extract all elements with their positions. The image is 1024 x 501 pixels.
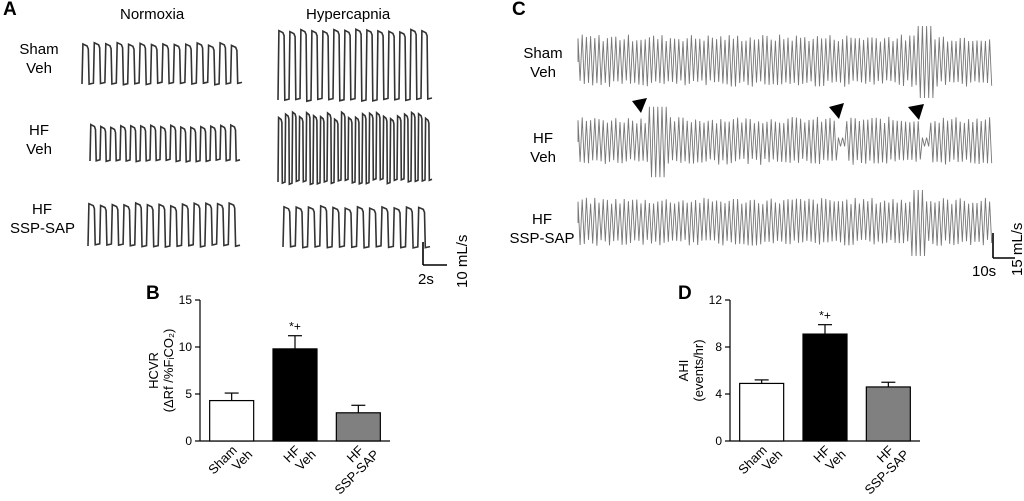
scale-time-c: 10s: [972, 263, 996, 280]
trace-a-ssp-normoxia: [87, 201, 241, 248]
row-label-line1: HF: [532, 211, 552, 228]
bar: [335, 412, 381, 442]
trace-a-sham-hypercapnia: [277, 28, 433, 103]
bar: [209, 399, 255, 442]
panel-letter-c: C: [512, 0, 526, 20]
apnea-arrowhead-2: [829, 103, 844, 119]
y-axis-label: HCVR: [146, 352, 161, 389]
y-tick-label: 12: [709, 293, 723, 307]
row-label-c-hf-veh: HF Veh: [522, 129, 564, 167]
row-label-a-hf-veh: HF Veh: [18, 121, 60, 159]
row-label-a-sham-veh: Sham Veh: [18, 40, 60, 78]
trace-a-hf-normoxia: [89, 123, 241, 163]
panel-letter-b: B: [146, 283, 160, 304]
y-tick-label: 15: [179, 293, 193, 307]
trace-a-sham-normoxia: [81, 41, 243, 86]
row-label-line2: SSP-SAP: [10, 220, 76, 237]
row-label-line2: Veh: [530, 149, 556, 166]
y-axis-label-units: (ΔRf /%FᵢCO₂): [161, 329, 176, 413]
y-axis-label: AHI: [676, 360, 691, 382]
scale-bar-c: 10s 15 mL/s: [972, 223, 1024, 280]
trace-c-ssp: [577, 189, 993, 257]
y-axis-label-units: (events/hr): [691, 339, 706, 401]
significance-marker: *+: [819, 309, 831, 323]
y-tick-label: 10: [179, 340, 193, 354]
significance-marker: *+: [289, 320, 301, 334]
apnea-arrowhead-1: [632, 98, 647, 113]
condition-label-normoxia: Normoxia: [120, 6, 185, 23]
row-label-c-hf-ssp-sap: HF SSP-SAP: [508, 210, 576, 248]
apnea-arrowhead-3: [908, 104, 924, 120]
traces: [81, 25, 993, 257]
trace-a-ssp-hypercapnia: [282, 204, 431, 249]
bar: [739, 382, 785, 442]
trace-c-sham: [577, 25, 993, 99]
row-label-line1: HF: [29, 122, 49, 139]
y-tick-label: 8: [715, 340, 722, 354]
row-label-line1: HF: [533, 130, 553, 147]
y-tick-label: 5: [185, 387, 192, 401]
trace-a-hf-hypercapnia: [277, 110, 433, 186]
row-label-c-sham-veh: Sham Veh: [518, 44, 568, 82]
row-label-line2: Veh: [26, 141, 52, 158]
condition-label-hypercapnia: Hypercapnia: [306, 6, 391, 23]
row-label-line1: Sham: [523, 45, 563, 62]
y-tick-label: 0: [185, 434, 192, 448]
row-label-line2: Veh: [530, 64, 556, 81]
y-tick-label: 4: [715, 387, 722, 401]
row-label-a-hf-ssp-sap: HF SSP-SAP: [10, 200, 76, 238]
row-label-line2: SSP-SAP: [509, 230, 575, 247]
panel-letter-a: A: [3, 0, 17, 20]
scale-flow-a: 10 mL/s: [454, 235, 471, 288]
row-label-line1: Sham: [19, 41, 59, 58]
row-label-line2: Veh: [26, 60, 52, 77]
bar: [272, 348, 318, 442]
scale-time-a: 2s: [418, 271, 434, 288]
scale-flow-c: 15 mL/s: [1009, 223, 1024, 276]
bar: [865, 386, 911, 442]
trace-c-hf: [577, 106, 993, 178]
panel-letter-d: D: [678, 283, 692, 304]
y-tick-label: 0: [715, 434, 722, 448]
bar: [802, 333, 848, 442]
row-label-line1: HF: [32, 201, 52, 218]
scale-bar-a: 2s 10 mL/s: [418, 235, 471, 288]
